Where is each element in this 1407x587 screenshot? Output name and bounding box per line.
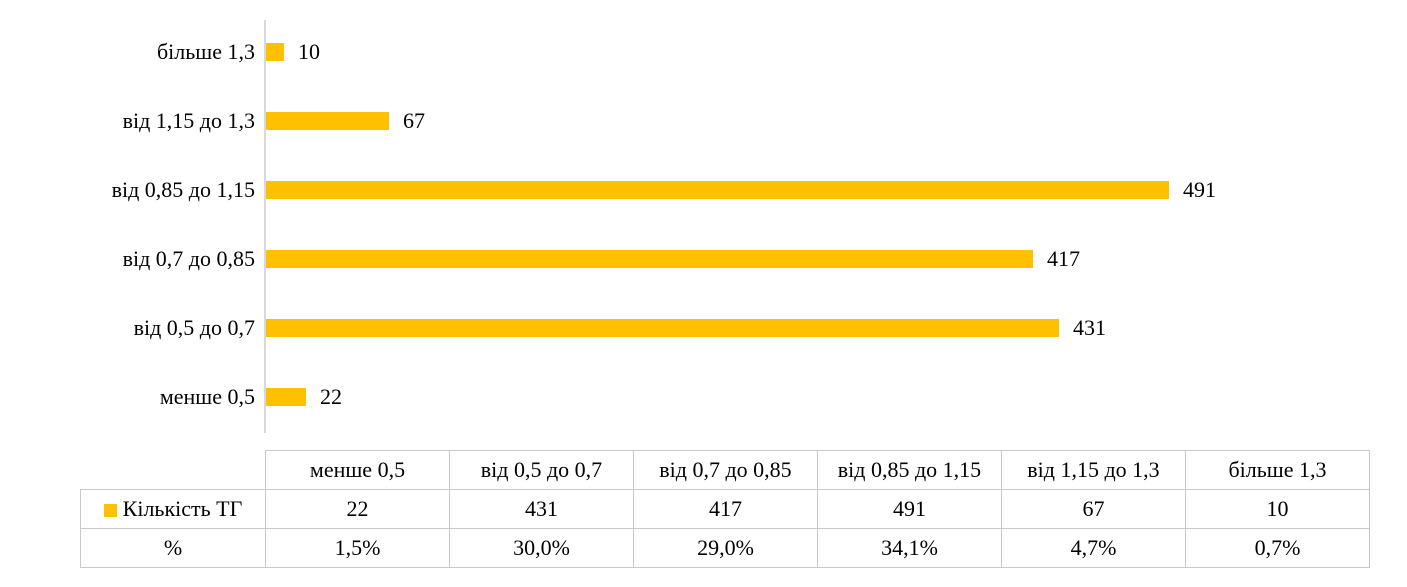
table-count-cell: 417 [633, 489, 818, 529]
table-percent-cell: 29,0% [633, 528, 818, 568]
data-label: 491 [1183, 176, 1216, 202]
data-label: 417 [1047, 245, 1080, 271]
category-label: від 1,15 до 1,3 [122, 107, 255, 133]
bar-row: від 0,85 до 1,15 491 [0, 155, 1407, 224]
table-column-header: більше 1,3 [1185, 450, 1370, 490]
table-column-header: від 1,15 до 1,3 [1001, 450, 1186, 490]
table-percent-cell: 1,5% [265, 528, 450, 568]
table-percent-cell: 4,7% [1001, 528, 1186, 568]
data-label: 67 [403, 107, 425, 133]
table-column-header: менше 0,5 [265, 450, 450, 490]
table-percent-cell: 34,1% [817, 528, 1002, 568]
category-label: від 0,5 до 0,7 [133, 314, 255, 340]
category-axis-line [264, 20, 266, 433]
data-label: 431 [1073, 314, 1106, 340]
table-column-header: від 0,7 до 0,85 [633, 450, 818, 490]
table-column-header: від 0,5 до 0,7 [449, 450, 634, 490]
table-percent-cell: 0,7% [1185, 528, 1370, 568]
series-name: Кількість ТГ [122, 496, 243, 521]
category-label: від 0,7 до 0,85 [122, 245, 255, 271]
table-count-cell: 10 [1185, 489, 1370, 529]
table-row-percent: % 1,5% 30,0% 29,0% 34,1% 4,7% 0,7% [80, 528, 1370, 568]
bar [266, 387, 306, 406]
table-count-cell: 67 [1001, 489, 1186, 529]
table-count-cell: 431 [449, 489, 634, 529]
bar [266, 111, 389, 130]
bar-row: від 0,7 до 0,85 417 [0, 224, 1407, 293]
table-count-cell: 491 [817, 489, 1002, 529]
table-column-header: від 0,85 до 1,15 [817, 450, 1002, 490]
category-label: більше 1,3 [156, 38, 255, 64]
percent-row-label: % [80, 528, 266, 568]
table-percent-cell: 30,0% [449, 528, 634, 568]
bar [266, 249, 1033, 268]
bar-row: від 1,15 до 1,3 67 [0, 86, 1407, 155]
bar-row: більше 1,3 10 [0, 17, 1407, 86]
table-row-counts: Кількість ТГ 22 431 417 491 67 10 [80, 489, 1370, 529]
series-legend-cell: Кількість ТГ [80, 489, 266, 529]
plot-area: більше 1,3 10 від 1,15 до 1,3 67 від 0,85 до… [0, 17, 1407, 433]
bar [266, 180, 1169, 199]
table-count-cell: 22 [265, 489, 450, 529]
chart-data-table: менше 0,5 від 0,5 до 0,7 від 0,7 до 0,85 ві… [80, 450, 1370, 568]
table-corner-cell [81, 451, 266, 490]
bar [266, 42, 284, 61]
legend-marker-icon [103, 504, 117, 517]
bar [266, 318, 1059, 337]
category-label: менше 0,5 [159, 383, 255, 409]
data-label: 22 [320, 383, 342, 409]
category-label: від 0,85 до 1,15 [111, 176, 255, 202]
data-label: 10 [298, 38, 320, 64]
bar-row: менше 0,5 22 [0, 362, 1407, 431]
bar-row: від 0,5 до 0,7 431 [0, 293, 1407, 362]
